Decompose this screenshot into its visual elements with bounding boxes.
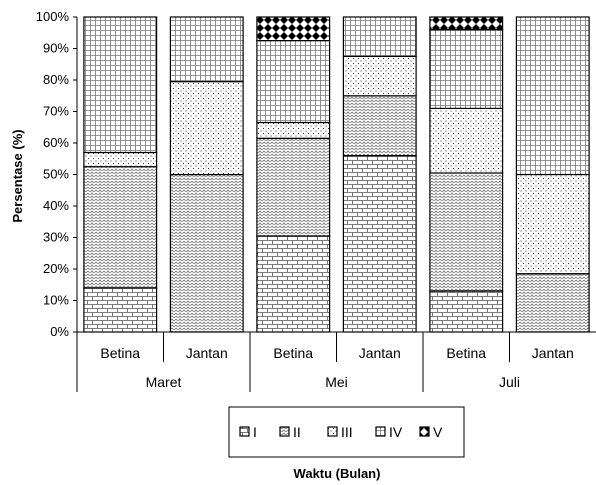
bar-segment-iv xyxy=(169,16,244,83)
y-tick-label: 40% xyxy=(43,198,69,213)
bar-segment-ii xyxy=(429,172,504,292)
bar-segment-ii xyxy=(169,173,244,333)
category-labels: Betina Jantan Betina Jantan Betina JantanMare… xyxy=(100,332,574,392)
bar-segment-iii xyxy=(256,121,331,139)
legend-swatch-i xyxy=(239,426,250,437)
bar-segment-iv xyxy=(83,16,158,154)
y-axis-ticks: 0% 10% 20% 30% 40% 50% 60% 70% 80% 90% 100% xyxy=(36,9,77,339)
legend-swatch-iv xyxy=(375,426,386,437)
bar-segment-i xyxy=(342,155,417,333)
bar-segment-iii xyxy=(83,151,158,168)
bar-segment-i xyxy=(256,235,331,333)
category-label: Jantan xyxy=(359,345,401,361)
legend-label: IV xyxy=(389,424,403,440)
legend-swatch-ii xyxy=(279,426,290,437)
bar-segment-ii xyxy=(342,95,417,157)
x-axis-title: Waktu (Bulan) xyxy=(294,466,381,481)
y-tick-label: 10% xyxy=(43,293,69,308)
y-tick-label: 100% xyxy=(36,9,70,24)
bar-segment-v xyxy=(256,16,331,42)
bar-segment-iii xyxy=(169,80,244,176)
y-tick-label: 20% xyxy=(43,261,69,276)
category-label: Jantan xyxy=(186,345,228,361)
y-axis-title: Persentase (%) xyxy=(10,129,25,222)
legend-swatch-iii xyxy=(327,426,338,437)
legend-label: III xyxy=(341,424,353,440)
category-label: Betina xyxy=(100,345,140,361)
y-tick-label: 50% xyxy=(43,167,69,182)
bar-segment-iv xyxy=(429,29,504,110)
bar-segment-iii xyxy=(429,107,504,174)
bar-segment-iv xyxy=(342,16,417,58)
bar-segment-i xyxy=(83,287,158,333)
legend-label: V xyxy=(433,424,443,440)
group-label: Mei xyxy=(325,374,348,390)
bar-segment-v xyxy=(429,16,504,31)
bar-segment-iv xyxy=(256,39,331,124)
category-label: Betina xyxy=(446,345,486,361)
bar-segment-i xyxy=(429,290,504,333)
y-tick-label: 70% xyxy=(43,104,69,119)
legend-label: I xyxy=(253,424,257,440)
bar-segment-iii xyxy=(342,55,417,97)
group-label: Maret xyxy=(146,374,182,390)
bars xyxy=(83,16,590,333)
group-label: Juli xyxy=(499,374,520,390)
y-tick-label: 30% xyxy=(43,230,69,245)
y-tick-label: 0% xyxy=(50,324,69,339)
y-tick-label: 90% xyxy=(43,41,69,56)
bar-segment-iii xyxy=(515,173,590,275)
legend: I II III IV V xyxy=(239,424,443,440)
legend-swatch-v xyxy=(419,426,430,437)
bar-segment-iv xyxy=(515,16,590,176)
legend-label: II xyxy=(293,424,301,440)
y-tick-label: 60% xyxy=(43,135,69,150)
bar-segment-ii xyxy=(256,137,331,237)
y-tick-label: 80% xyxy=(43,72,69,87)
category-label: Betina xyxy=(273,345,313,361)
bar-segment-ii xyxy=(515,273,590,333)
bar-segment-ii xyxy=(83,166,158,289)
category-label: Jantan xyxy=(532,345,574,361)
